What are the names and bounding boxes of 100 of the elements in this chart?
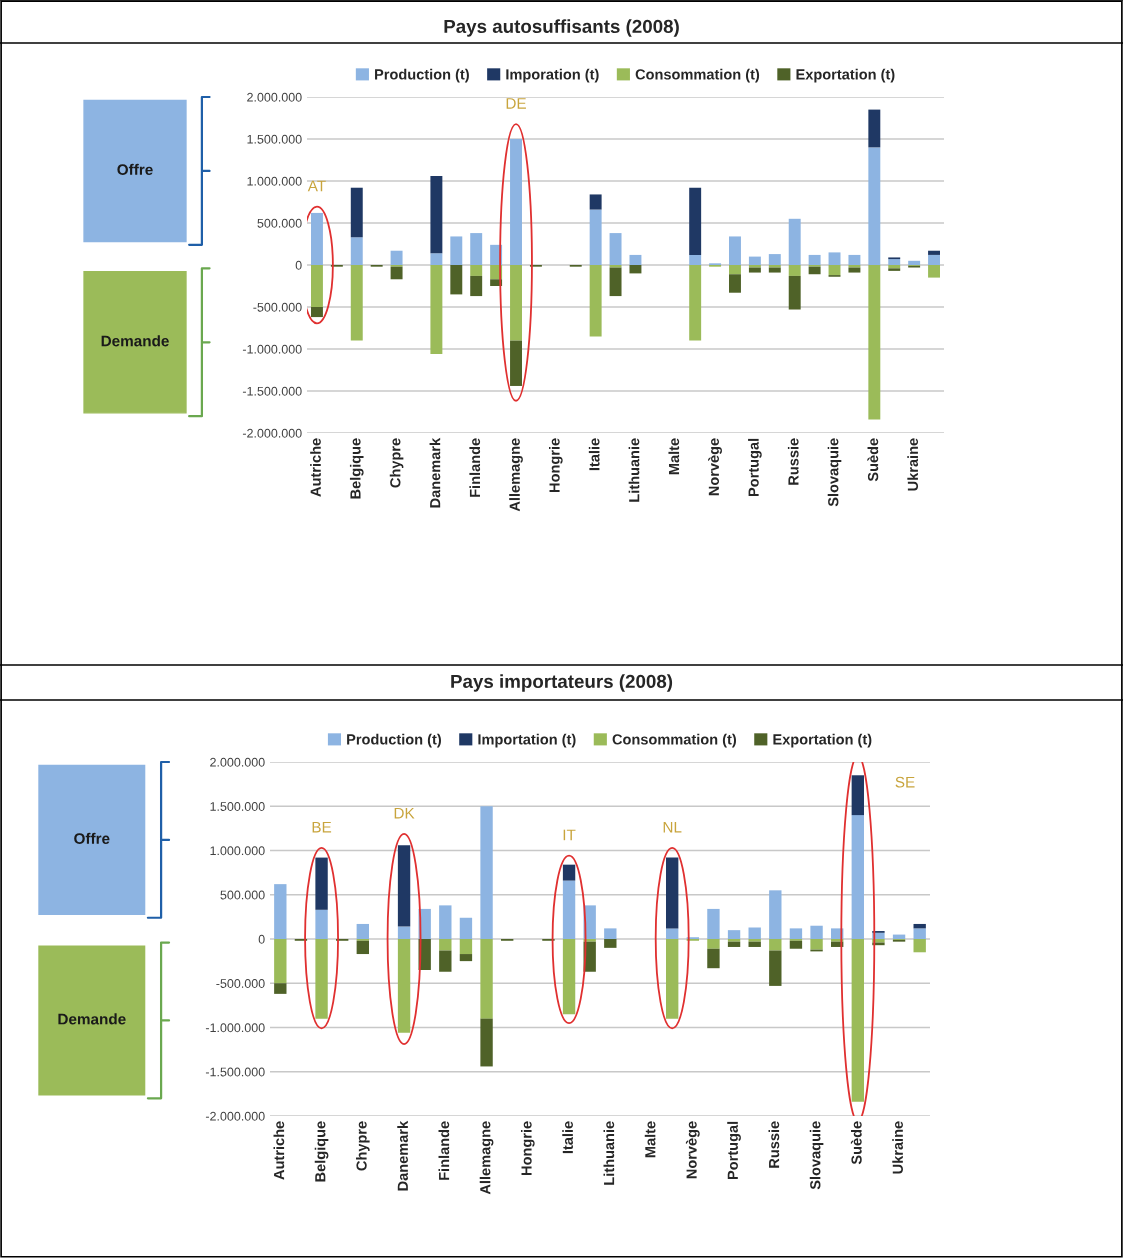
bar bbox=[609, 265, 622, 268]
bar bbox=[629, 254, 642, 265]
bar bbox=[689, 265, 702, 341]
bar bbox=[727, 939, 741, 942]
x-tick-label: Portugal bbox=[727, 1121, 741, 1180]
bar bbox=[350, 265, 363, 341]
bar bbox=[769, 939, 782, 951]
bar bbox=[851, 775, 864, 816]
bar bbox=[350, 187, 363, 238]
bar bbox=[510, 139, 522, 265]
legend-label: Production (t) bbox=[375, 68, 469, 83]
x-tick-label: Chypre bbox=[389, 438, 404, 488]
bar bbox=[888, 259, 901, 265]
y-tick-label: 500.000 bbox=[257, 218, 302, 228]
x-tick-label: Finlande bbox=[438, 1121, 450, 1180]
bar bbox=[769, 890, 782, 939]
y-tick-label: -500.000 bbox=[216, 979, 265, 988]
bar bbox=[459, 939, 473, 955]
bar bbox=[868, 147, 881, 265]
x-tick-label: Portugal bbox=[748, 438, 762, 497]
bar bbox=[913, 923, 926, 929]
x-tick-label: Autriche bbox=[310, 438, 321, 497]
bar bbox=[828, 252, 841, 265]
bar bbox=[274, 983, 287, 994]
bar bbox=[470, 275, 483, 297]
bar bbox=[274, 939, 287, 984]
bar bbox=[510, 340, 522, 386]
x-tick-label: Italie bbox=[588, 438, 600, 471]
y-tick-label: 0 bbox=[295, 260, 302, 270]
bar bbox=[666, 928, 679, 939]
bar bbox=[928, 250, 941, 255]
bar bbox=[689, 254, 702, 265]
text: Demande bbox=[58, 1013, 126, 1025]
x-tick-label: Italie bbox=[562, 1121, 573, 1154]
bar bbox=[589, 194, 602, 210]
bar bbox=[562, 864, 576, 881]
bar bbox=[727, 941, 741, 947]
bar bbox=[808, 266, 821, 275]
bar bbox=[848, 254, 861, 265]
x-tick-label: Hongrie bbox=[520, 1121, 535, 1175]
bar bbox=[390, 266, 403, 280]
x-tick-label: Russie bbox=[768, 1121, 780, 1168]
bar bbox=[788, 218, 801, 265]
bar bbox=[356, 923, 369, 939]
x-tick-label: Lithuanie bbox=[628, 438, 640, 502]
bar bbox=[748, 256, 761, 265]
bar bbox=[789, 940, 803, 949]
y-tick-label: -2.000.000 bbox=[205, 1111, 265, 1121]
bar bbox=[928, 254, 941, 265]
bar bbox=[768, 265, 781, 268]
y-tick-label: -1.000.000 bbox=[205, 1023, 265, 1033]
bar bbox=[480, 1018, 493, 1067]
y-tick-label: -2.000.000 bbox=[242, 428, 302, 438]
legend-label: Exportation (t) bbox=[773, 733, 872, 748]
x-tick-label: Ukraine bbox=[892, 1121, 903, 1174]
bar bbox=[689, 187, 702, 255]
bar bbox=[851, 815, 864, 939]
legend-label: Production (t) bbox=[347, 733, 441, 748]
bar bbox=[439, 939, 452, 951]
bar bbox=[562, 939, 576, 1015]
bar bbox=[356, 940, 369, 955]
bar bbox=[727, 930, 741, 939]
bar bbox=[666, 857, 679, 929]
bar bbox=[748, 939, 761, 942]
bar bbox=[315, 909, 328, 939]
bar bbox=[510, 265, 522, 341]
bar bbox=[808, 254, 821, 265]
bar bbox=[589, 209, 602, 265]
annotation: AT bbox=[307, 180, 326, 192]
x-tick-label: Malte bbox=[668, 438, 680, 475]
annotation: DE bbox=[506, 98, 526, 109]
bar bbox=[828, 265, 841, 276]
bar bbox=[397, 939, 411, 1033]
bar bbox=[310, 307, 323, 318]
x-tick-label: Malte bbox=[644, 1121, 656, 1158]
annotation: NL bbox=[663, 821, 682, 833]
bar bbox=[868, 265, 881, 420]
text: Offre bbox=[74, 832, 110, 844]
bar bbox=[315, 939, 328, 1019]
bar bbox=[274, 884, 287, 939]
annotation: SE bbox=[895, 776, 915, 788]
bar bbox=[629, 265, 642, 274]
bar bbox=[666, 939, 679, 1019]
annotation: IT bbox=[563, 829, 576, 841]
bar bbox=[604, 928, 617, 939]
bar bbox=[470, 265, 483, 276]
bar bbox=[810, 939, 823, 950]
bar bbox=[868, 109, 881, 148]
bar bbox=[848, 267, 861, 273]
y-tick-label: 0 bbox=[258, 934, 265, 944]
legend-label: Consommation (t) bbox=[612, 733, 737, 748]
y-tick-label: 1.000.000 bbox=[247, 176, 302, 186]
bar bbox=[310, 265, 323, 307]
bar bbox=[480, 806, 493, 939]
x-tick-label: Allemagne bbox=[479, 1121, 494, 1195]
y-tick-label: -500.000 bbox=[253, 302, 302, 312]
legend-label: Imporation (t) bbox=[506, 68, 599, 83]
bar bbox=[459, 954, 473, 962]
x-tick-label: Suède bbox=[867, 438, 879, 482]
bar bbox=[397, 845, 411, 927]
